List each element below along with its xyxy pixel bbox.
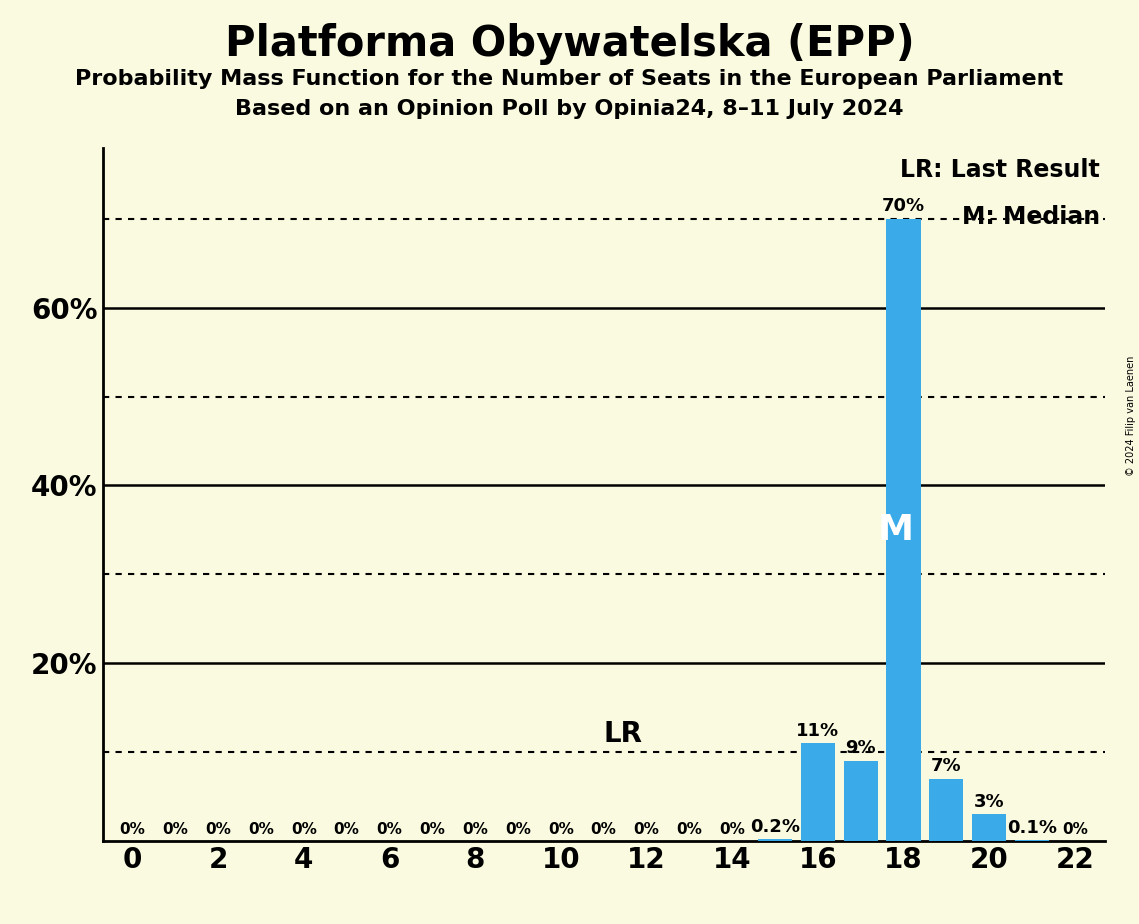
Text: 11%: 11% <box>796 722 839 739</box>
Bar <box>972 814 1007 841</box>
Text: 0%: 0% <box>120 822 146 837</box>
Text: 0%: 0% <box>205 822 231 837</box>
Text: 0%: 0% <box>1062 822 1088 837</box>
Bar <box>757 839 792 841</box>
Text: 9%: 9% <box>845 739 876 758</box>
Text: M: Median: M: Median <box>961 205 1100 228</box>
Text: 0%: 0% <box>677 822 703 837</box>
Text: 0%: 0% <box>505 822 531 837</box>
Bar <box>844 760 878 841</box>
Text: LR: Last Result: LR: Last Result <box>900 158 1100 182</box>
Bar <box>886 219 920 841</box>
Text: 0%: 0% <box>591 822 616 837</box>
Text: 0.1%: 0.1% <box>1007 820 1057 837</box>
Text: 0%: 0% <box>163 822 188 837</box>
Text: 0%: 0% <box>419 822 445 837</box>
Text: 0%: 0% <box>290 822 317 837</box>
Bar <box>801 743 835 841</box>
Text: 0%: 0% <box>334 822 360 837</box>
Bar <box>929 779 964 841</box>
Text: 0%: 0% <box>248 822 274 837</box>
Text: Based on an Opinion Poll by Opinia24, 8–11 July 2024: Based on an Opinion Poll by Opinia24, 8–… <box>236 99 903 119</box>
Text: 0%: 0% <box>462 822 489 837</box>
Text: M: M <box>878 513 913 547</box>
Text: Platforma Obywatelska (EPP): Platforma Obywatelska (EPP) <box>224 23 915 65</box>
Text: © 2024 Filip van Laenen: © 2024 Filip van Laenen <box>1126 356 1136 476</box>
Text: Probability Mass Function for the Number of Seats in the European Parliament: Probability Mass Function for the Number… <box>75 69 1064 90</box>
Text: 0%: 0% <box>633 822 659 837</box>
Text: LR: LR <box>604 720 642 748</box>
Text: 0%: 0% <box>719 822 745 837</box>
Text: 7%: 7% <box>931 757 961 775</box>
Text: 70%: 70% <box>882 198 925 215</box>
Text: 3%: 3% <box>974 793 1005 810</box>
Text: 0%: 0% <box>548 822 574 837</box>
Text: 0%: 0% <box>377 822 402 837</box>
Text: 0.2%: 0.2% <box>749 819 800 836</box>
